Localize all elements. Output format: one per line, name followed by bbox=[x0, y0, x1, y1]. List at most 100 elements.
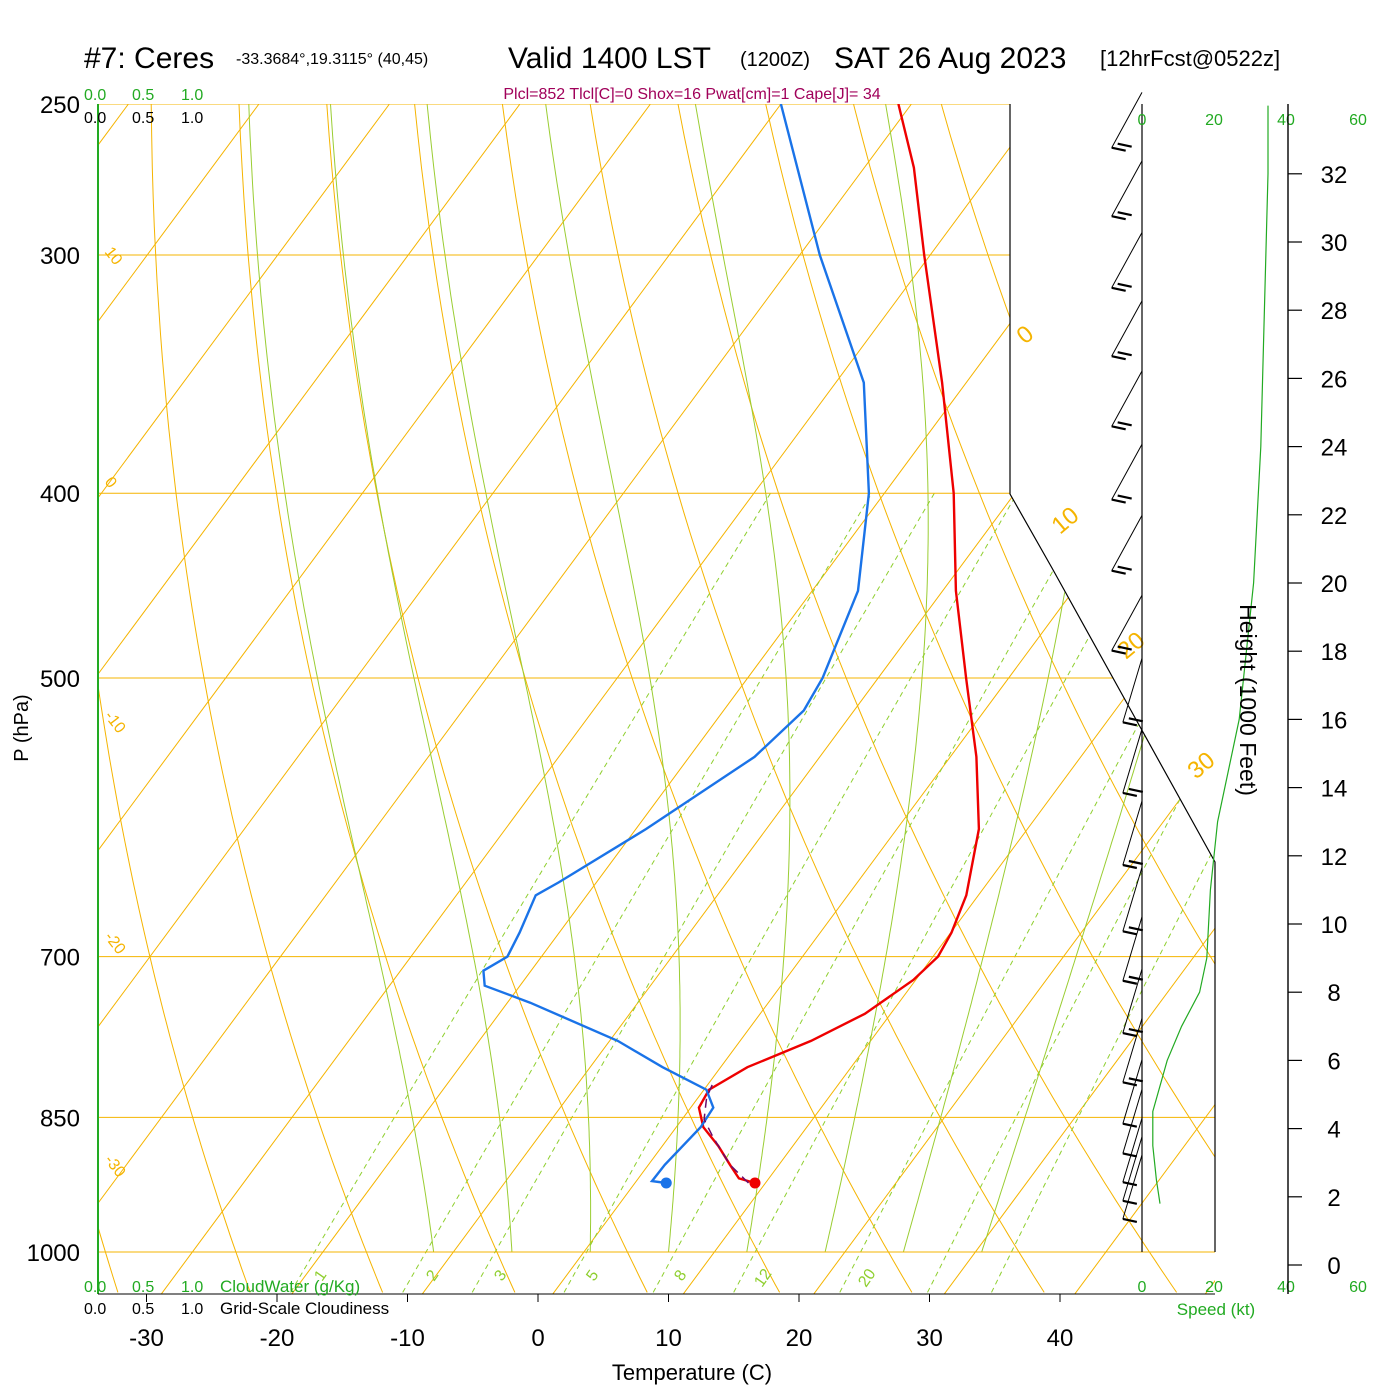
dry-adiabat-label: 0 bbox=[1012, 320, 1040, 349]
temperature-tick-label: -10 bbox=[390, 1325, 425, 1352]
isotherm-line bbox=[929, 104, 1215, 1294]
speed-tick-top: 60 bbox=[1349, 112, 1367, 129]
wind-barb-staff bbox=[1111, 92, 1143, 148]
wind-panel: 0020204040606002468101214161820222426283… bbox=[1111, 92, 1367, 1296]
wind-barb-staff bbox=[1122, 800, 1143, 866]
wind-barb-flag bbox=[1111, 498, 1126, 504]
isotherm-line bbox=[407, 104, 1215, 1294]
isotherm-line bbox=[98, 104, 521, 1294]
pressure-tick-label: 300 bbox=[40, 243, 80, 270]
wind-barb-flag bbox=[1117, 351, 1132, 357]
temperature-tick-label: -20 bbox=[260, 1325, 295, 1352]
wind-barb-flag bbox=[1122, 979, 1138, 985]
height-tick-label: 10 bbox=[1321, 912, 1348, 939]
wind-barb-flag bbox=[1111, 425, 1126, 431]
wind-barb-flag bbox=[1122, 1181, 1138, 1187]
moist-adiabat-line bbox=[330, 104, 513, 1253]
wind-speed-profile bbox=[1152, 105, 1269, 1204]
wind-barb-staff bbox=[1122, 1136, 1143, 1201]
wind-barb-flag bbox=[1122, 1217, 1138, 1224]
mixing-ratio-line bbox=[991, 492, 1215, 1293]
moist-adiabat-line bbox=[981, 104, 1215, 1253]
wind-barb-flag bbox=[1128, 926, 1144, 932]
wind-barb-flag bbox=[1122, 1122, 1138, 1128]
temperature-tick-label: 0 bbox=[531, 1325, 544, 1352]
dry-adiabat-line bbox=[758, 104, 1215, 1293]
cloudwater-label: CloudWater (g/Kg) bbox=[220, 1277, 360, 1296]
wind-barb bbox=[1122, 968, 1144, 1038]
temperature-tick-label: 10 bbox=[655, 1325, 682, 1352]
temperature-tick-label: 30 bbox=[916, 1325, 943, 1352]
isotherm-line bbox=[668, 104, 1215, 1294]
isotherm-line bbox=[98, 104, 260, 1294]
isotherm-label: -20 bbox=[101, 929, 129, 958]
mixing-ratio-line bbox=[563, 492, 1018, 1293]
moist-adiabat-line bbox=[426, 104, 592, 1253]
moist-adiabat-line bbox=[545, 104, 681, 1253]
mixing-ratio-label: 20 bbox=[855, 1266, 879, 1290]
isotherm-line bbox=[98, 104, 651, 1294]
isotherm-line bbox=[1059, 104, 1215, 1294]
cloudwater-top-tick: 0.5 bbox=[132, 87, 154, 104]
isotherm-label: 0 bbox=[101, 474, 120, 492]
dry-adiabat-line bbox=[410, 104, 781, 1293]
wind-barb bbox=[1122, 916, 1144, 985]
height-tick-label: 14 bbox=[1321, 776, 1348, 803]
wind-barb-flag bbox=[1117, 421, 1132, 427]
dry-adiabat-line bbox=[584, 104, 1045, 1293]
wind-barb-staff bbox=[1111, 300, 1143, 357]
isotherm-line bbox=[276, 104, 1173, 1294]
wind-barb-flag bbox=[1111, 286, 1126, 292]
wind-barb bbox=[1111, 232, 1143, 292]
dry-adiabat-line bbox=[671, 104, 1178, 1293]
wind-barb-flag bbox=[1128, 787, 1144, 794]
isotherm-label: -30 bbox=[101, 1152, 129, 1181]
height-tick-label: 6 bbox=[1327, 1048, 1340, 1075]
height-tick-label: 28 bbox=[1321, 298, 1348, 325]
wind-barb-flag bbox=[1122, 1199, 1138, 1205]
height-tick-label: 2 bbox=[1327, 1185, 1340, 1212]
isotherm-line bbox=[798, 104, 1215, 1294]
isotherm-line bbox=[98, 104, 782, 1294]
speed-tick-top: 40 bbox=[1277, 112, 1295, 129]
height-tick-label: 22 bbox=[1321, 503, 1348, 530]
wind-barb-flag bbox=[1117, 565, 1132, 571]
wind-barb-flag bbox=[1111, 215, 1126, 221]
cloudwater-bottom-tick: 0.0 bbox=[84, 1279, 106, 1296]
wind-barb-flag bbox=[1128, 975, 1144, 981]
wind-barb-staff bbox=[1122, 1018, 1143, 1083]
wind-barb-staff bbox=[1122, 968, 1143, 1034]
wind-barb-flag bbox=[1128, 1027, 1144, 1034]
wind-barb-staff bbox=[1122, 658, 1143, 723]
temperature-tick-label: -30 bbox=[129, 1325, 164, 1352]
height-tick-label: 20 bbox=[1321, 571, 1348, 598]
dry-adiabat-line bbox=[324, 104, 648, 1293]
cloudwater-bottom-tick: 1.0 bbox=[181, 1279, 203, 1296]
dry-adiabat-grid bbox=[98, 70, 1400, 1293]
wind-barb-flag bbox=[1117, 142, 1132, 148]
wind-barb bbox=[1111, 92, 1143, 152]
pressure-tick-label: 250 bbox=[40, 92, 80, 119]
moist-adiabat-line bbox=[248, 104, 435, 1253]
station-title: #7: Ceres bbox=[84, 42, 214, 75]
mixing-ratio-label: 3 bbox=[491, 1267, 510, 1284]
wind-barb-flag bbox=[1122, 863, 1138, 870]
wind-barb-staff bbox=[1122, 867, 1143, 932]
height-tick-label: 24 bbox=[1321, 435, 1348, 462]
wind-barb-flag bbox=[1128, 859, 1144, 866]
speed-tick-top: 20 bbox=[1205, 112, 1223, 129]
wind-barb-staff bbox=[1122, 1154, 1143, 1220]
isotherm-label: 10 bbox=[101, 244, 125, 269]
dry-adiabat-line bbox=[1366, 70, 1400, 1292]
dry-adiabat-line bbox=[237, 104, 516, 1293]
forecast-tag: [12hrFcst@0522z] bbox=[1100, 46, 1280, 71]
wind-barb-flag bbox=[1117, 494, 1132, 500]
wind-barb-staff bbox=[1111, 594, 1143, 651]
dry-adiabat-line bbox=[98, 104, 251, 1293]
speed-tick-bottom: 0 bbox=[1138, 1279, 1147, 1296]
wind-barb-flag bbox=[1122, 930, 1138, 936]
height-tick-label: 8 bbox=[1327, 980, 1340, 1007]
dry-adiabat-label: 10 bbox=[1047, 502, 1085, 540]
height-tick-label: 26 bbox=[1321, 366, 1348, 393]
